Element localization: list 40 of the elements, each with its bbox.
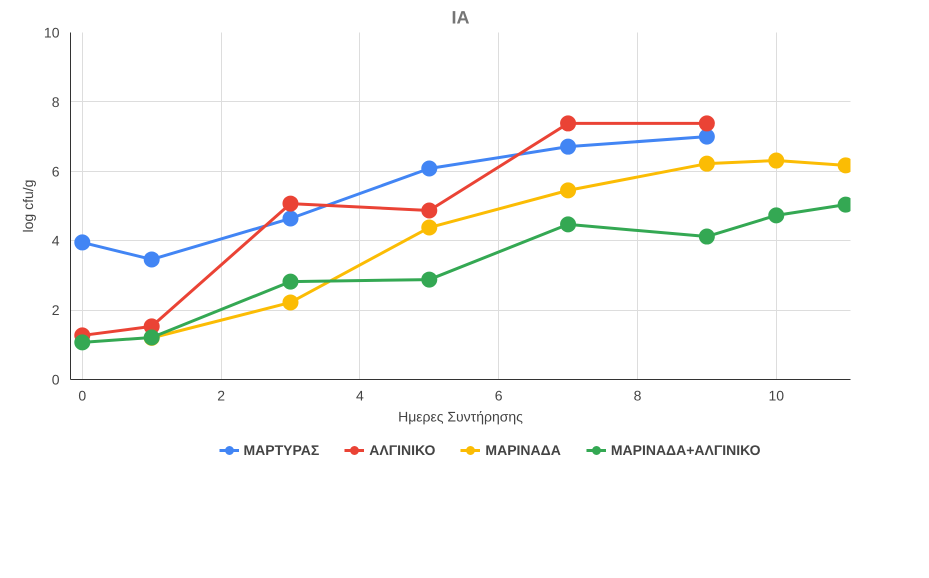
x-tick-label: 8: [634, 388, 642, 404]
x-tick-label: 10: [768, 388, 784, 404]
y-tick-label: 10: [44, 24, 60, 40]
y-tick-label: 0: [52, 372, 60, 388]
x-tick-label: 0: [78, 388, 86, 404]
y-tick-label: 2: [52, 302, 60, 318]
point: [768, 207, 784, 224]
y-axis-title: log cfu/g: [20, 180, 36, 232]
y-tick-label: 4: [52, 232, 60, 249]
point: [144, 251, 160, 268]
legend-label: ΜΑΡΙΝΑΔΑ: [485, 442, 561, 458]
point: [421, 202, 438, 218]
legend-label: ΜΑΡΤΥΡΑΣ: [243, 442, 320, 458]
x-tick-label: 4: [356, 388, 364, 404]
x-tick-label: 2: [217, 388, 226, 404]
point: [768, 152, 784, 169]
point: [560, 216, 576, 232]
point: [560, 182, 576, 198]
y-tick-label: 6: [52, 163, 60, 180]
point: [74, 334, 90, 350]
chart-title: IA: [452, 8, 470, 28]
point: [698, 156, 715, 172]
point: [282, 294, 298, 310]
point: [282, 210, 298, 226]
point: [74, 234, 90, 250]
point: [698, 228, 715, 245]
legend-label: ΜΑΡΙΝΑΔΑ+ΑΛΓΙΝΙΚΟ: [610, 442, 761, 458]
point: [698, 128, 715, 145]
point: [421, 160, 438, 177]
point: [421, 220, 438, 236]
y-tick-label: 8: [52, 94, 60, 110]
point: [282, 196, 298, 212]
point: [560, 115, 576, 132]
point: [421, 272, 438, 288]
legend-label: ΑΛΓΙΝΙΚΟ: [369, 442, 436, 458]
point: [698, 115, 715, 132]
point: [560, 138, 576, 155]
x-axis-title: Ημερες Συντήρησης: [398, 408, 524, 424]
point: [282, 274, 298, 290]
x-tick-label: 6: [494, 388, 503, 404]
